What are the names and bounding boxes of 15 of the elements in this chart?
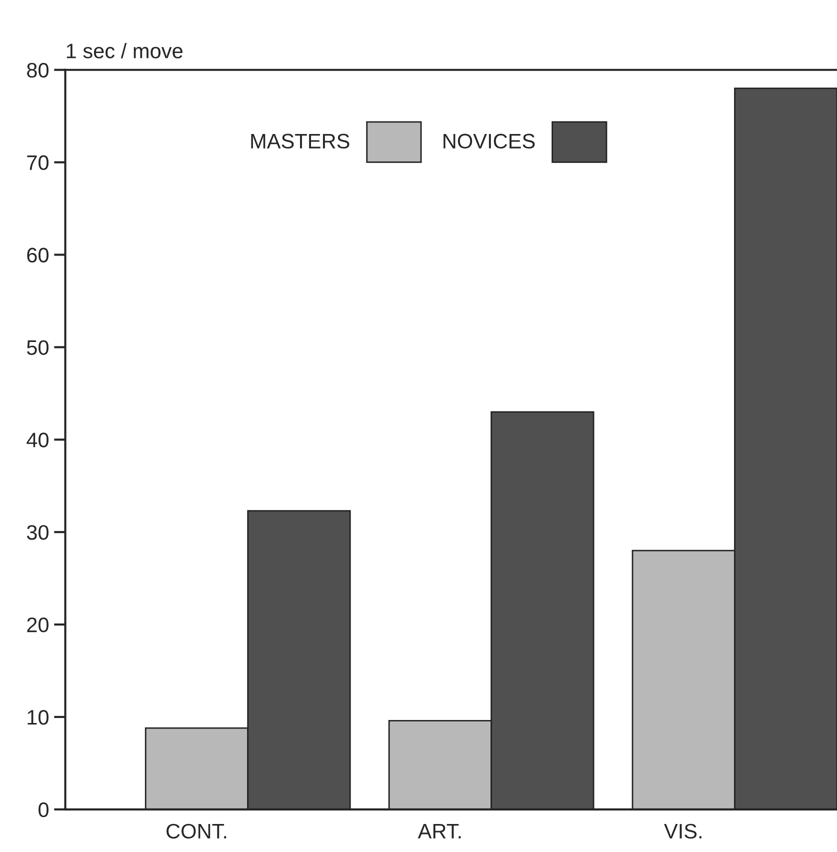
- x-tick-label: ART.: [418, 824, 461, 838]
- y-tick-label: 40: [26, 432, 48, 448]
- legend-label: NOVICES: [444, 134, 535, 149]
- y-tick-label: 70: [27, 155, 48, 170]
- y-tick-label: 60: [27, 248, 48, 262]
- y-tick-label: 20: [27, 618, 48, 632]
- y-tick-label: 80: [27, 62, 48, 78]
- y-tick-label: 50: [26, 340, 48, 355]
- x-tick-label: CONT.: [166, 824, 226, 839]
- x-tick-label: VIS.: [664, 824, 702, 839]
- legend-label: MASTERS: [251, 134, 350, 149]
- y-tick-label: 0: [38, 802, 48, 818]
- y-tick-label: 10: [28, 710, 48, 725]
- y-axis-title: 1 sec / move: [66, 43, 182, 58]
- y-tick-label: 30: [26, 525, 48, 540]
